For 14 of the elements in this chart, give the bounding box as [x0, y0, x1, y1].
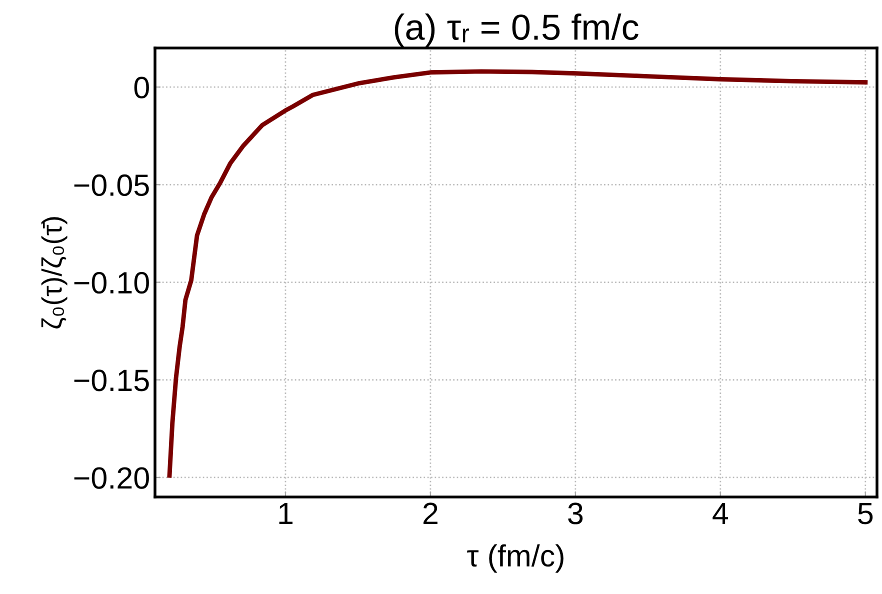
y-tick-label: 0 — [134, 76, 149, 98]
x-tick-label: 1 — [279, 502, 292, 524]
y-tick-label: −0.15 — [74, 370, 149, 392]
y-tick-label: −0.20 — [74, 467, 149, 489]
x-tick-label: 5 — [858, 502, 873, 524]
line-series — [167, 69, 868, 478]
y-tick-label: −0.10 — [74, 272, 149, 294]
y-tick-label: −0.05 — [74, 174, 149, 196]
x-tick-label: 2 — [424, 502, 438, 524]
x-tick-label: 4 — [712, 502, 728, 524]
y-axis-title: ζ₀(τ)/ζ₀(τ̄) — [41, 217, 68, 328]
x-tick-label: 3 — [568, 502, 583, 524]
x-axis-title: τ (fm/c) — [467, 544, 564, 573]
chart-title: (a) τᵣ = 0.5 fm/c — [394, 13, 638, 48]
